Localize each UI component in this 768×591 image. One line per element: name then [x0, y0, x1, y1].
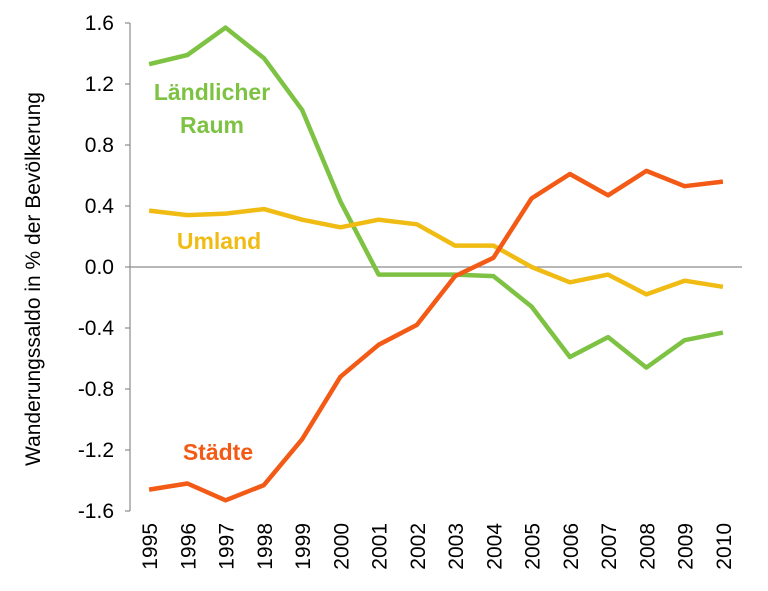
x-tick-label: 1997	[216, 523, 239, 570]
x-tick-label: 1996	[177, 523, 200, 570]
series-labels: Ländlicher Raum Umland Städte	[154, 79, 270, 465]
x-tick-label: 2007	[598, 523, 621, 570]
x-tick-label: 2000	[330, 523, 353, 570]
y-tick-label: 1.2	[85, 73, 114, 96]
y-axis-title: Wanderungssaldo in % der Bevölkerung	[22, 92, 45, 466]
y-axis: 1.6 1.2 0.8 0.4 0.0 -0.4 -0.8 -1.2 -1.6	[78, 12, 131, 523]
x-tick-label: 2008	[636, 523, 659, 570]
x-tick-label: 1999	[292, 523, 315, 570]
y-tick-label: -0.4	[78, 317, 115, 340]
y-tick-label: 0.4	[85, 195, 115, 218]
x-tick-label: 2003	[445, 523, 468, 570]
x-tick-label: 2001	[369, 523, 392, 570]
series-label-staedte: Städte	[183, 439, 253, 465]
x-tick-label: 2004	[483, 523, 506, 570]
series-lines	[148, 25, 724, 503]
x-tick-label: 2005	[522, 523, 545, 570]
y-tick-label: 0.0	[85, 256, 114, 279]
y-tick-label: -0.8	[78, 378, 114, 401]
x-tick-label: 1998	[254, 523, 277, 570]
series-line-staedte	[148, 168, 724, 503]
x-tick-label: 2006	[560, 523, 583, 570]
y-tick-label: 1.6	[85, 12, 114, 35]
x-tick-label: 2010	[713, 523, 736, 570]
y-tick-label: 0.8	[85, 134, 114, 157]
series-line-laendlicher-raum	[148, 25, 724, 370]
x-tick-label: 1995	[139, 523, 162, 570]
series-label-laendlicher-raum: Ländlicher Raum	[154, 79, 270, 138]
x-axis: 1995 1996 1997 1998 1999 2000 2001 2002 2003 2004…	[130, 266, 742, 570]
series-line-umland	[148, 206, 724, 297]
x-tick-label: 2002	[407, 523, 430, 570]
y-tick-label: -1.2	[78, 439, 114, 462]
x-tick-label: 2009	[675, 523, 698, 570]
series-label-umland: Umland	[177, 228, 261, 254]
y-tick-label: -1.6	[78, 500, 114, 523]
